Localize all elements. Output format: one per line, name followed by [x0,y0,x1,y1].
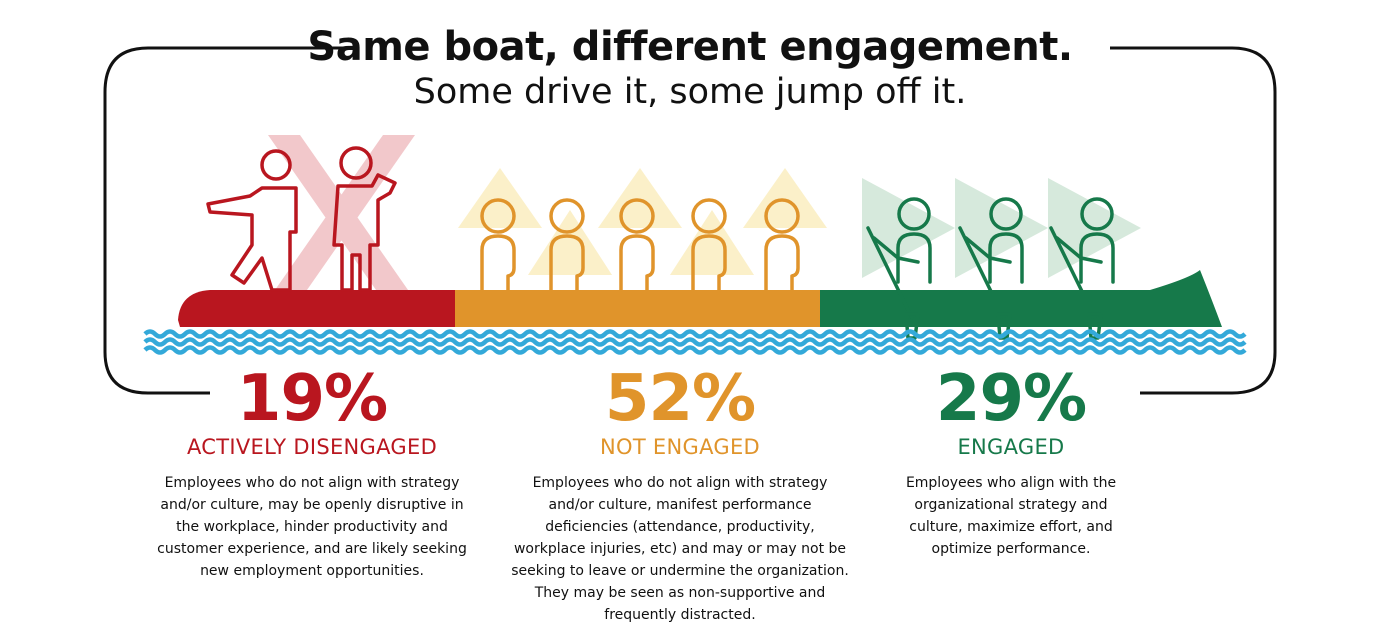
water-waves [143,329,1247,355]
percent-not-engaged: 52% [604,362,756,436]
boat-orange-section [455,290,820,327]
label-engaged: ENGAGED [957,435,1065,459]
not-engaged-figures [480,198,800,292]
engaged-figures [866,197,1115,340]
disengaged-figures [206,146,397,292]
triangle-icons [458,168,827,275]
percent-disengaged: 19% [236,362,388,436]
frame-border [103,46,1277,395]
boat-green-section [820,270,1222,327]
desc-engaged: Employees who align with the organizatio… [905,475,1117,557]
page-subtitle: Some drive it, some jump off it. [413,72,967,112]
boat-red-section [178,290,455,327]
page-title: Same boat, different engagement. [307,24,1073,70]
desc-disengaged: Employees who do not align with strategy… [157,475,467,579]
desc-not-engaged: Employees who do not align with strategy… [511,475,849,623]
percent-engaged: 29% [935,362,1087,436]
label-disengaged: ACTIVELY DISENGAGED [186,435,438,459]
label-not-engaged: NOT ENGAGED [599,435,760,459]
